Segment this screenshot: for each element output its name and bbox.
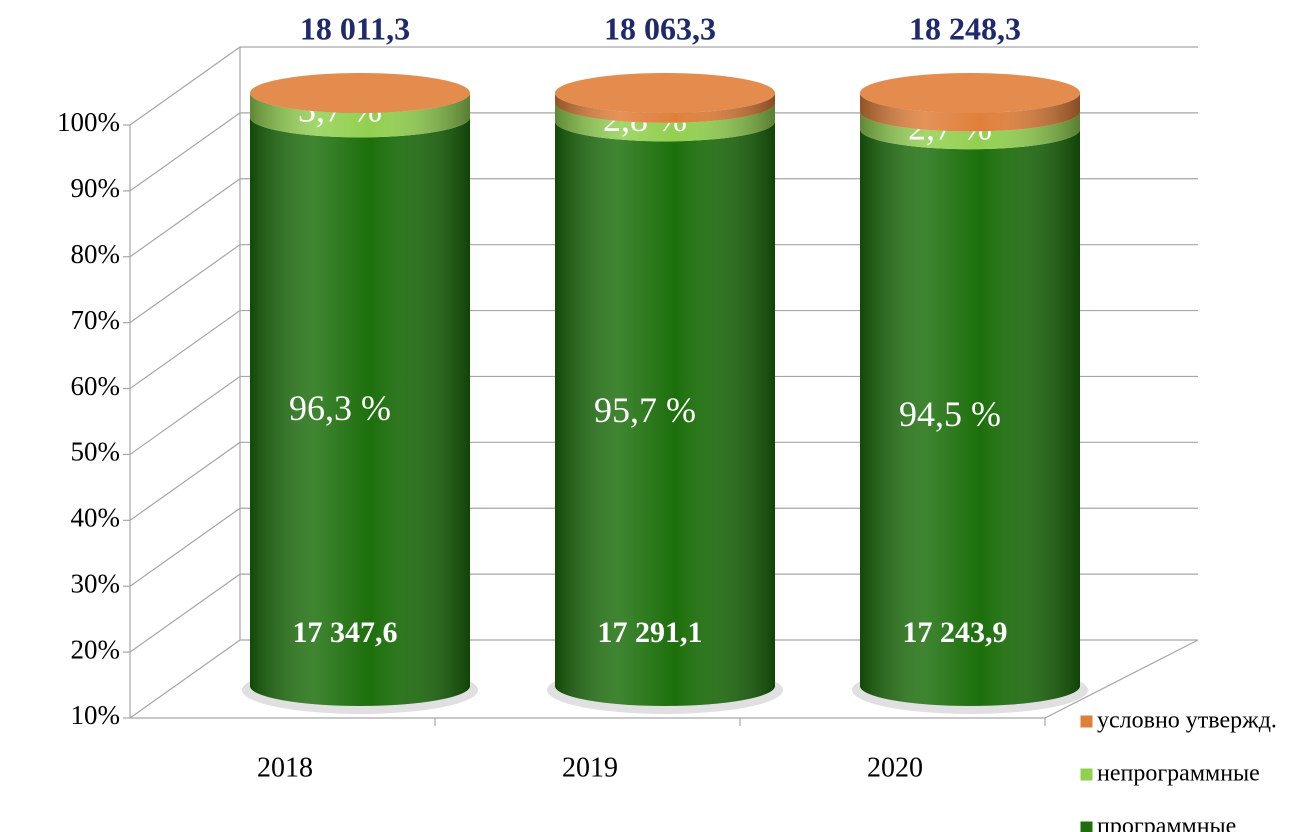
legend-label: условно утвержд. xyxy=(1097,708,1277,734)
data-label: 95,7 % xyxy=(594,390,696,430)
total-label: 18 248,3 xyxy=(909,10,1021,46)
legend-label: программные xyxy=(1097,814,1236,832)
cylinder-top xyxy=(555,73,775,113)
shade xyxy=(250,117,470,706)
cylinder-top-shine xyxy=(250,73,470,113)
y-tick-label: 70% xyxy=(71,305,121,335)
y-tick-label: 20% xyxy=(71,634,121,664)
legend-swatch xyxy=(1079,714,1094,729)
y-tick-label: 90% xyxy=(71,173,121,203)
shade xyxy=(555,93,775,123)
data-label: 96,3 % xyxy=(289,388,391,428)
shade xyxy=(860,129,1080,706)
amount-label: 17 243,9 xyxy=(903,616,1008,649)
shade xyxy=(250,93,470,138)
grid-line xyxy=(129,46,1198,126)
y-tick-label: 50% xyxy=(71,437,121,467)
shade xyxy=(860,93,1080,132)
y-tick-label: 80% xyxy=(71,239,121,269)
shade xyxy=(555,121,775,707)
x-tick-label: 2019 xyxy=(562,752,618,783)
y-tick-label: 100% xyxy=(57,107,120,137)
cylinder-top-shine xyxy=(555,73,775,113)
shade xyxy=(860,111,1080,150)
cylinder-top xyxy=(250,73,470,113)
cylinder-top xyxy=(860,73,1080,113)
amount-label: 17 347,6 xyxy=(293,616,398,649)
legend-swatch xyxy=(1079,767,1094,782)
y-tick-label: 40% xyxy=(71,503,121,533)
y-tick-label: 30% xyxy=(71,568,121,598)
legend-label: непрограммные xyxy=(1097,761,1260,787)
total-label: 18 063,3 xyxy=(604,10,716,46)
amount-label: 17 291,1 xyxy=(598,616,703,649)
shade xyxy=(555,102,775,142)
y-tick-label: 60% xyxy=(71,371,121,401)
y-tick-label: 10% xyxy=(71,700,121,730)
x-tick-label: 2020 xyxy=(867,752,923,783)
legend-swatch xyxy=(1079,820,1094,832)
cylinder-top-shine xyxy=(860,73,1080,113)
total-label: 18 011,3 xyxy=(300,10,410,46)
data-label: 94,5 % xyxy=(899,394,1001,434)
x-tick-label: 2018 xyxy=(257,752,313,783)
